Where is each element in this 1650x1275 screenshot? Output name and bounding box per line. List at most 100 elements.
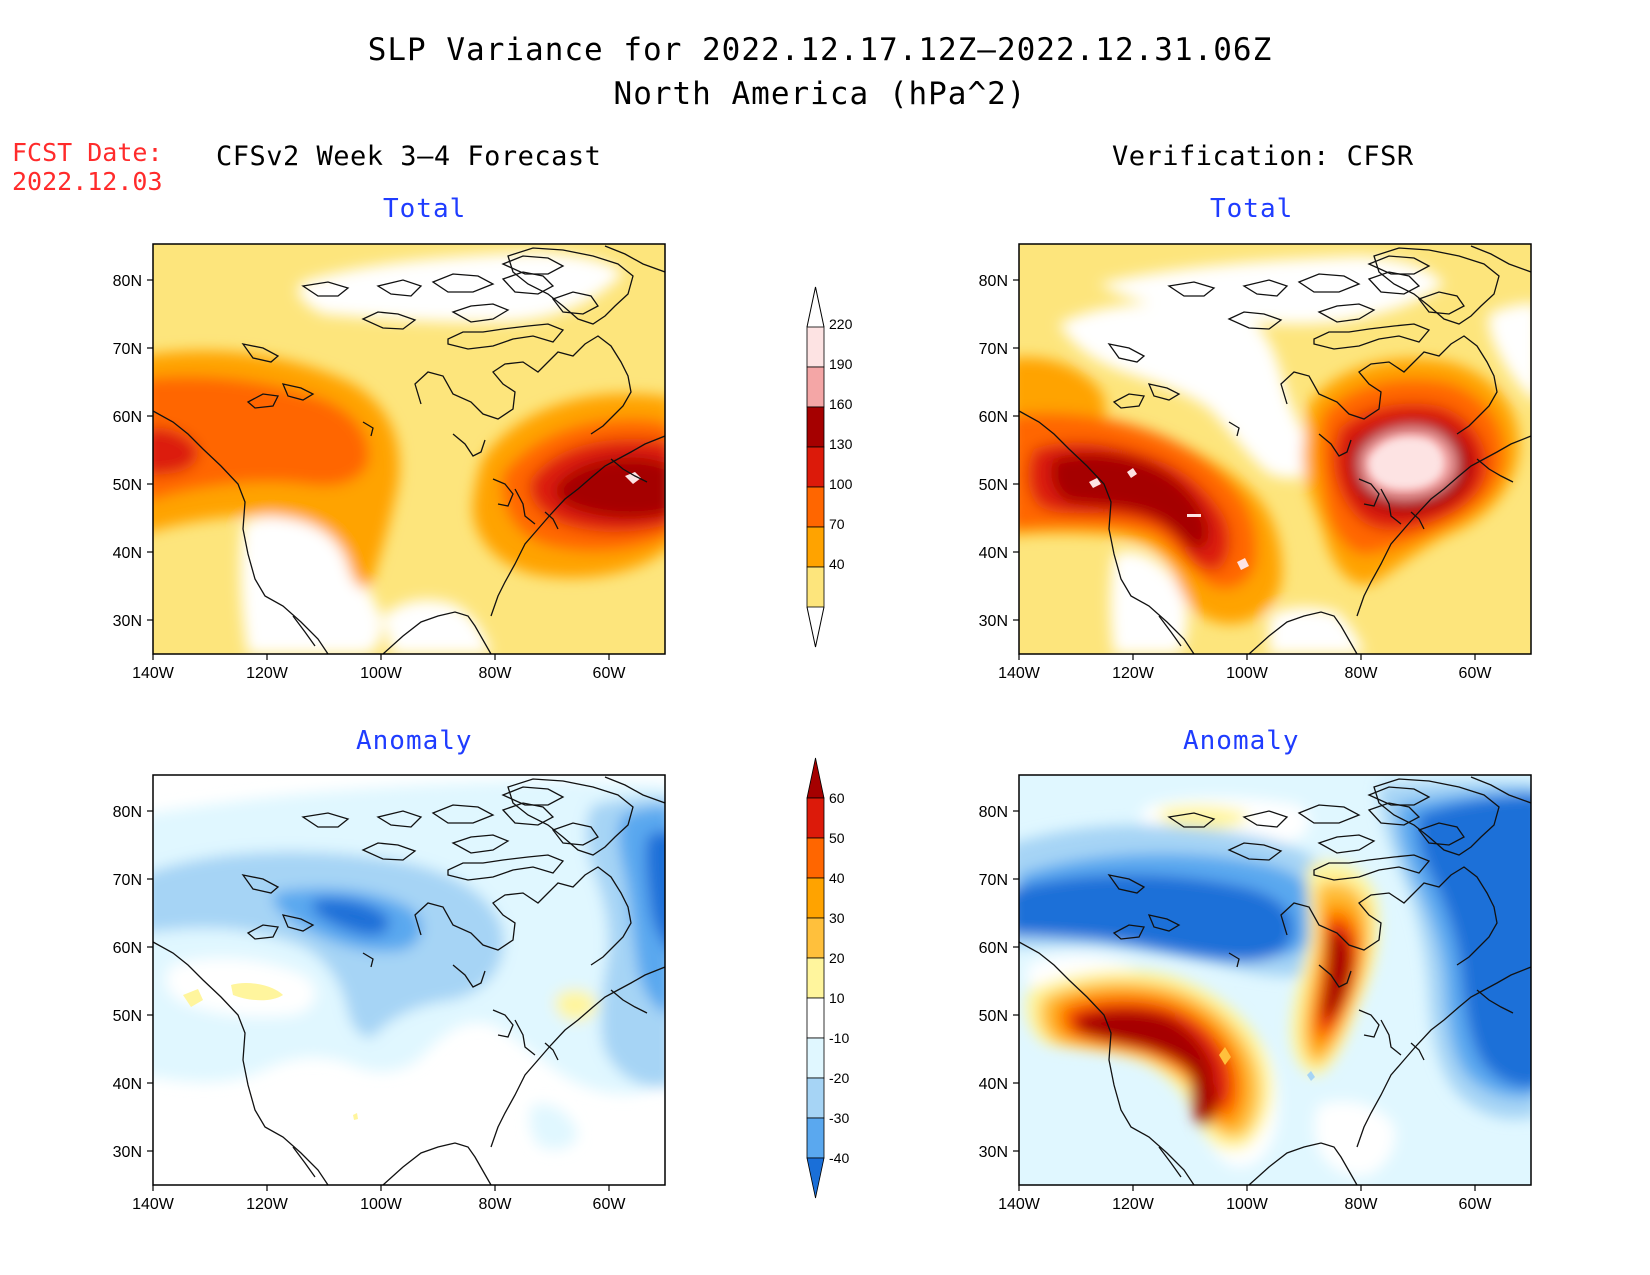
colorbar-swatch — [806, 486, 825, 528]
lat-tick-label: 30N — [113, 1144, 142, 1161]
lat-tick-label: 50N — [113, 477, 142, 494]
lat-tick-label: 40N — [979, 545, 1008, 562]
colorbar-swatch — [806, 406, 825, 448]
total-colorbar: 220 190 160 130 100 70 40 — [806, 286, 853, 648]
lat-tick-label: 80N — [113, 273, 142, 290]
lat-tick-label: 50N — [113, 1008, 142, 1025]
colorbar-top-arrow — [806, 286, 825, 328]
forecast-total-map — [152, 243, 666, 655]
colorbar-swatch — [806, 526, 825, 568]
colorbar-label: 130 — [829, 436, 853, 452]
colorbar-label: 40 — [829, 556, 845, 572]
lat-tick-label: 40N — [113, 545, 142, 562]
verif-total-title: Total — [1210, 194, 1294, 224]
lat-tick-label: 80N — [113, 804, 142, 821]
lon-tick-label: 60W — [1459, 665, 1493, 682]
lon-tick-label: 100W — [1226, 1196, 1269, 1213]
lon-tick-label: 80W — [1345, 665, 1379, 682]
lon-tick-label: 140W — [132, 1196, 175, 1213]
colorbar-swatch — [806, 1037, 825, 1079]
colorbar-label: -40 — [829, 1150, 849, 1166]
lon-tick-label: 80W — [479, 665, 513, 682]
colorbar-swatch — [806, 997, 825, 1039]
colorbar-label: 70 — [829, 516, 845, 532]
lat-tick-label: 60N — [979, 940, 1008, 957]
colorbar-swatch — [806, 957, 825, 999]
main-title: SLP Variance for 2022.12.17.12Z–2022.12.… — [367, 32, 1273, 68]
lat-tick-label: 80N — [979, 804, 1008, 821]
lat-tick-label: 60N — [113, 409, 142, 426]
colorbar-label: 160 — [829, 396, 853, 412]
lat-tick-label: 40N — [113, 1076, 142, 1093]
colorbar-label: 60 — [829, 790, 845, 806]
lon-tick-label: 100W — [360, 665, 403, 682]
colorbar-label: 40 — [829, 870, 845, 886]
lon-tick-label: 100W — [360, 1196, 403, 1213]
colorbar-bottom-arrow — [806, 1157, 825, 1199]
colorbar-label: 30 — [829, 910, 845, 926]
lon-tick-label: 140W — [998, 665, 1041, 682]
lon-tick-label: 60W — [593, 665, 627, 682]
colorbar-label: 50 — [829, 830, 845, 846]
lon-tick-label: 60W — [1459, 1196, 1493, 1213]
colorbar-swatch — [806, 1077, 825, 1119]
colorbar-label: 220 — [829, 316, 853, 332]
fcst-date-label: FCST Date: — [12, 138, 163, 167]
lat-tick-label: 80N — [979, 273, 1008, 290]
colorbar-swatch — [806, 917, 825, 959]
lon-tick-label: 120W — [1112, 665, 1155, 682]
forecast-anomaly-map — [152, 774, 666, 1186]
colorbar-label: -10 — [829, 1030, 849, 1046]
colorbar-swatch — [806, 446, 825, 488]
colorbar-label: 190 — [829, 356, 853, 372]
colorbar-label: 100 — [829, 476, 853, 492]
lat-tick-label: 30N — [113, 613, 142, 630]
forecast-total-title: Total — [383, 194, 467, 224]
lon-tick-label: 120W — [1112, 1196, 1155, 1213]
main-subtitle: North America (hPa^2) — [613, 76, 1027, 112]
colorbar-swatch — [806, 326, 825, 368]
lat-tick-label: 60N — [113, 940, 142, 957]
axes-layer: 80N 70N 60N 50N 40N 30N 140W 120W 100W 80W 60W 80N 7… — [113, 273, 1493, 1213]
lon-tick-label: 80W — [1345, 1196, 1379, 1213]
lat-tick-label: 70N — [113, 341, 142, 358]
colorbar-label: -20 — [829, 1070, 849, 1086]
colorbar-label: 20 — [829, 950, 845, 966]
colorbar-top-arrow — [806, 757, 825, 799]
lat-tick-label: 70N — [979, 872, 1008, 889]
colorbar-label: 10 — [829, 990, 845, 1006]
lat-tick-label: 30N — [979, 613, 1008, 630]
colorbar-swatch — [806, 837, 825, 879]
lat-tick-label: 40N — [979, 1076, 1008, 1093]
lon-tick-label: 80W — [479, 1196, 513, 1213]
lon-tick-label: 140W — [132, 665, 175, 682]
fcst-date-value: 2022.12.03 — [12, 167, 163, 196]
lat-tick-label: 50N — [979, 477, 1008, 494]
lon-tick-label: 140W — [998, 1196, 1041, 1213]
lat-tick-label: 30N — [979, 1144, 1008, 1161]
verif-anomaly-map — [1018, 774, 1532, 1186]
colorbar-swatch — [806, 877, 825, 919]
colorbar-swatch — [806, 1117, 825, 1159]
lon-tick-label: 120W — [246, 665, 289, 682]
forecast-anomaly-title: Anomaly — [356, 726, 473, 756]
lon-tick-label: 120W — [246, 1196, 289, 1213]
colorbar-bottom-arrow — [806, 606, 825, 648]
verif-total-map — [1018, 243, 1532, 655]
colorbar-swatch — [806, 566, 825, 608]
lat-tick-label: 60N — [979, 409, 1008, 426]
anomaly-colorbar: 60 50 40 30 20 10 -10 -20 -30 -40 — [806, 757, 849, 1199]
verification-column-heading: Verification: CFSR — [1112, 141, 1414, 172]
forecast-column-heading: CFSv2 Week 3–4 Forecast — [216, 141, 602, 172]
lon-tick-label: 100W — [1226, 665, 1269, 682]
fcst-date-block: FCST Date: 2022.12.03 — [12, 138, 163, 196]
verif-anomaly-title: Anomaly — [1183, 726, 1300, 756]
lon-tick-label: 60W — [593, 1196, 627, 1213]
lat-tick-label: 70N — [113, 872, 142, 889]
colorbar-label: -30 — [829, 1110, 849, 1126]
colorbar-swatch — [806, 366, 825, 408]
lat-tick-label: 50N — [979, 1008, 1008, 1025]
lat-tick-label: 70N — [979, 341, 1008, 358]
colorbar-swatch — [806, 797, 825, 839]
